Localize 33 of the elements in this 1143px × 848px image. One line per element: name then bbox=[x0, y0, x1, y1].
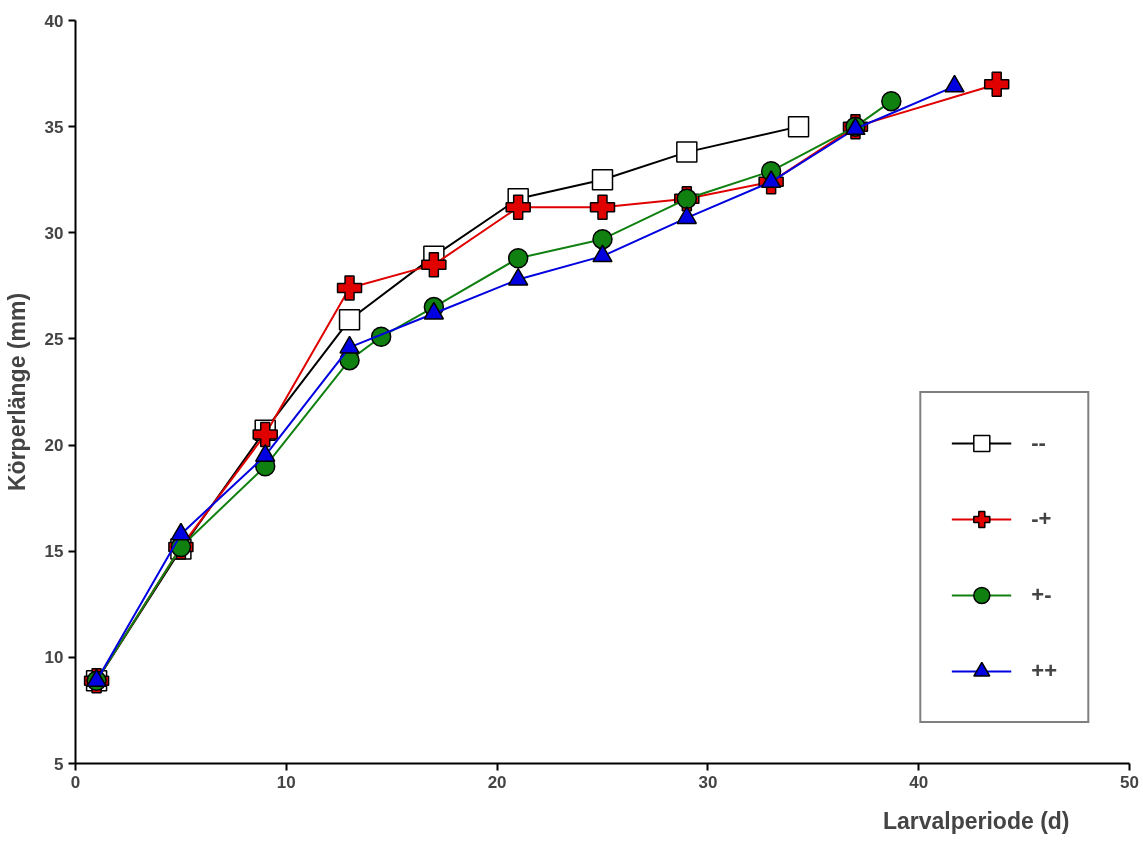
y-tick-label: 30 bbox=[44, 223, 64, 243]
point bbox=[421, 251, 447, 278]
point bbox=[983, 71, 1010, 97]
point bbox=[589, 194, 616, 221]
x-tick-label: 10 bbox=[276, 772, 296, 792]
y-tick-label: 25 bbox=[44, 329, 64, 349]
x-tick-label: 30 bbox=[698, 772, 718, 792]
x-tick-label: 0 bbox=[70, 772, 81, 792]
point bbox=[338, 309, 361, 331]
y-tick-label: 5 bbox=[54, 754, 64, 774]
y-tick-label: 40 bbox=[44, 11, 64, 31]
legend-label: +- bbox=[1031, 582, 1052, 608]
legend-label: ++ bbox=[1031, 658, 1057, 684]
x-tick-label: 40 bbox=[909, 772, 929, 792]
point bbox=[252, 421, 278, 448]
point bbox=[676, 141, 698, 163]
point bbox=[505, 194, 531, 221]
y-tick-label: 20 bbox=[44, 436, 64, 456]
y-axis-title: Körperlänge (mm) bbox=[3, 292, 30, 492]
point bbox=[592, 228, 613, 250]
y-tick-label: 10 bbox=[44, 648, 64, 668]
point bbox=[881, 90, 902, 112]
y-tick-label: 15 bbox=[44, 542, 64, 562]
x-axis-title: Larvalperiode (d) bbox=[882, 807, 1070, 834]
point bbox=[591, 168, 614, 191]
x-tick-label: 20 bbox=[487, 772, 507, 792]
point bbox=[336, 275, 363, 301]
legend-label: -+ bbox=[1031, 506, 1052, 532]
legend-label: -- bbox=[1031, 430, 1047, 456]
y-tick-label: 35 bbox=[44, 117, 64, 137]
point bbox=[787, 115, 810, 138]
x-tick-label: 50 bbox=[1120, 772, 1139, 792]
point bbox=[507, 248, 529, 269]
